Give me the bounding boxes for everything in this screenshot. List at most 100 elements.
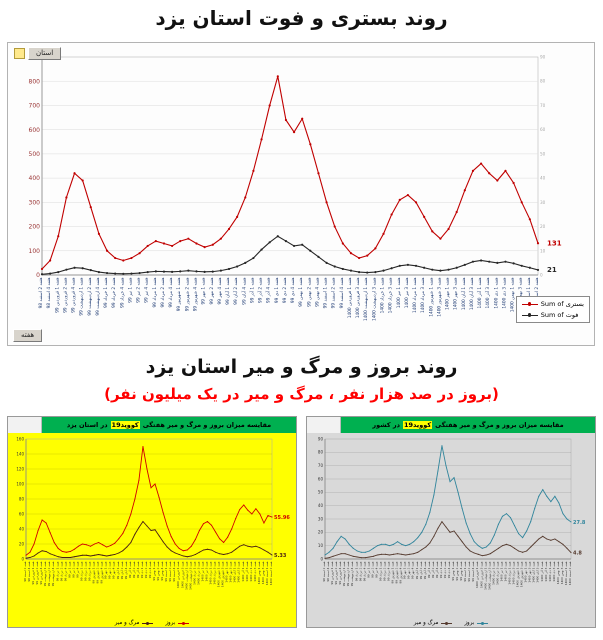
svg-text:هفته 2 خرداد 99: هفته 2 خرداد 99 xyxy=(111,277,117,308)
svg-text:هفته 3 مهر 1400: هفته 3 مهر 1400 xyxy=(528,561,532,583)
svg-text:هفته 1 آذر 99: هفته 1 آذر 99 xyxy=(249,277,255,303)
svg-text:هفته 3 آذر 1400: هفته 3 آذر 1400 xyxy=(485,277,491,309)
pivot-axis-field-button[interactable]: هفته xyxy=(13,329,43,342)
svg-text:هفته 4 آبان 99: هفته 4 آبان 99 xyxy=(124,561,128,579)
svg-text:هفته 3 تیر 1400: هفته 3 تیر 1400 xyxy=(204,561,208,582)
series: 27.8 4.8 xyxy=(324,445,586,559)
legend-label: Sum of فوت xyxy=(540,311,579,319)
svg-text:هفته 4 مهر 99: هفته 4 مهر 99 xyxy=(217,277,223,305)
svg-text:هفته 1 فروردین 1400: هفته 1 فروردین 1400 xyxy=(176,561,180,588)
end-value-label: 5.33 xyxy=(274,553,287,559)
svg-text:هفته 1 شهریور 1400: هفته 1 شهریور 1400 xyxy=(428,277,434,317)
svg-text:هفته 1 مرداد 99: هفته 1 مرداد 99 xyxy=(79,561,83,581)
svg-text:هفته 1 شهریور 1400: هفته 1 شهریور 1400 xyxy=(516,561,520,587)
series-line xyxy=(41,235,539,275)
svg-text:هفته 3 اردیبهشت 1400: هفته 3 اردیبهشت 1400 xyxy=(371,277,377,321)
svg-text:700: 700 xyxy=(29,103,41,110)
svg-text:هفته 4 تیر 99: هفته 4 تیر 99 xyxy=(75,561,79,578)
svg-text:هفته 1 مهر 1400: هفته 1 مهر 1400 xyxy=(445,277,451,310)
svg-text:هفته 2 دی 99: هفته 2 دی 99 xyxy=(144,561,148,578)
svg-text:هفته 1 تیر 99: هفته 1 تیر 99 xyxy=(366,561,370,578)
svg-text:هفته 1 اردیبهشت 99: هفته 1 اردیبهشت 99 xyxy=(79,277,85,316)
series-line xyxy=(324,520,572,559)
pivot-field-icon xyxy=(14,48,25,59)
svg-text:هفته 1 فروردین 99: هفته 1 فروردین 99 xyxy=(31,561,35,585)
svg-text:هفته 2 بهمن 99: هفته 2 بهمن 99 xyxy=(156,561,160,581)
chart-toolbar-box xyxy=(8,417,42,433)
svg-text:هفته 1 آذر 99: هفته 1 آذر 99 xyxy=(427,561,431,578)
svg-text:هفته 1 آذر 99: هفته 1 آذر 99 xyxy=(128,561,132,578)
svg-text:هفته 1 تیر 1400: هفته 1 تیر 1400 xyxy=(396,277,402,308)
svg-text:هفته 4 دی 99: هفته 4 دی 99 xyxy=(148,561,152,578)
svg-text:هفته 2 فروردین 99: هفته 2 فروردین 99 xyxy=(334,561,338,585)
svg-text:هفته 1 مهر 1400: هفته 1 مهر 1400 xyxy=(225,561,229,583)
svg-text:300: 300 xyxy=(29,199,41,206)
svg-text:هفته 3 دی 1400: هفته 3 دی 1400 xyxy=(253,561,257,582)
svg-text:هفته 4 اسفند 99: هفته 4 اسفند 99 xyxy=(172,561,176,582)
svg-text:هفته 4 تیر 99: هفته 4 تیر 99 xyxy=(374,561,378,578)
svg-text:هفته 2 آذر 99: هفته 2 آذر 99 xyxy=(431,561,435,578)
svg-text:هفته 3 آبان 1400: هفته 3 آبان 1400 xyxy=(536,561,540,583)
svg-text:هفته 1 فروردین 1400: هفته 1 فروردین 1400 xyxy=(347,277,353,318)
legend-line-marker xyxy=(521,313,538,317)
svg-text:هفته 2 شهریور 99: هفته 2 شهریور 99 xyxy=(184,277,190,312)
svg-text:70: 70 xyxy=(318,463,324,468)
svg-text:هفته 2 مهر 99: هفته 2 مهر 99 xyxy=(209,277,215,305)
end-value-label: 4.8 xyxy=(573,551,582,557)
svg-text:هفته 4 مهر 99: هفته 4 مهر 99 xyxy=(112,561,116,579)
svg-text:هفته 1 اردیبهشت 99: هفته 1 اردیبهشت 99 xyxy=(43,561,47,586)
svg-text:هفته 4 دی 99: هفته 4 دی 99 xyxy=(447,561,451,578)
chart-title-text: مقایسه میزان بروز و مرگ و میر هفتگی xyxy=(435,421,564,429)
svg-text:هفته 2 اسفند 1400: هفته 2 اسفند 1400 xyxy=(269,561,273,585)
rate-charts-row: مقایسه میزان بروز و مرگ و میر هفتگی کووی… xyxy=(7,416,596,628)
svg-text:هفته 3 خرداد 1400: هفته 3 خرداد 1400 xyxy=(196,561,200,585)
svg-text:هفته 4 خرداد 99: هفته 4 خرداد 99 xyxy=(119,277,125,308)
pivot-filter-button[interactable]: استان xyxy=(28,47,62,60)
svg-text:هفته 2 فروردین 99: هفته 2 فروردین 99 xyxy=(35,561,39,585)
svg-text:هفته 1 اسفند 99: هفته 1 اسفند 99 xyxy=(463,561,467,582)
svg-text:هفته 2 دی 99: هفته 2 دی 99 xyxy=(443,561,447,578)
legend-label: Sum of بستری xyxy=(540,300,584,308)
series-line xyxy=(41,76,539,270)
svg-text:هفته 3 تیر 1400: هفته 3 تیر 1400 xyxy=(503,561,507,582)
svg-text:هفته 2 آذر 99: هفته 2 آذر 99 xyxy=(258,277,264,303)
svg-text:هفته 3 مرداد 1400: هفته 3 مرداد 1400 xyxy=(512,561,516,585)
svg-text:هفته 1 اسفند 1400: هفته 1 اسفند 1400 xyxy=(564,561,568,585)
svg-text:80: 80 xyxy=(540,79,546,84)
svg-text:هفته 1 مهر 99: هفته 1 مهر 99 xyxy=(104,561,108,579)
svg-text:هفته 2 اردیبهشت 99: هفته 2 اردیبهشت 99 xyxy=(87,277,93,316)
svg-text:هفته 3 دی 1400: هفته 3 دی 1400 xyxy=(501,277,507,309)
svg-text:0: 0 xyxy=(36,272,40,279)
svg-text:هفته 3 خرداد 1400: هفته 3 خرداد 1400 xyxy=(388,277,394,314)
svg-text:هفته 4 آذر 99: هفته 4 آذر 99 xyxy=(435,561,439,578)
y-axis-labels: 0 20 40 60 80 100 120 140 160 xyxy=(16,436,24,561)
svg-text:هفته 1 شهریور 99: هفته 1 شهریور 99 xyxy=(176,277,182,312)
svg-text:هفته 4 آبان 99: هفته 4 آبان 99 xyxy=(241,277,247,305)
svg-text:هفته 1 مهر 99: هفته 1 مهر 99 xyxy=(403,561,407,579)
legend-label: مرگ و میر xyxy=(114,620,140,626)
svg-text:هفته 1 مرداد 1400: هفته 1 مرداد 1400 xyxy=(508,561,512,585)
series: 55.96 5.33 xyxy=(25,445,290,559)
svg-text:60: 60 xyxy=(540,127,546,132)
svg-text:0: 0 xyxy=(320,556,323,561)
svg-text:هفته 1 خرداد 1400: هفته 1 خرداد 1400 xyxy=(380,277,386,314)
svg-text:هفته 1 تیر 1400: هفته 1 تیر 1400 xyxy=(499,561,503,582)
svg-text:هفته 2 خرداد 99: هفته 2 خرداد 99 xyxy=(358,561,362,581)
series-line xyxy=(25,520,273,559)
svg-text:200: 200 xyxy=(29,224,41,231)
svg-text:هفته 4 فروردین 99: هفته 4 فروردین 99 xyxy=(71,277,77,313)
svg-text:هفته 3 آبان 1400: هفته 3 آبان 1400 xyxy=(237,561,241,583)
svg-text:هفته 1 اردیبهشت 99: هفته 1 اردیبهشت 99 xyxy=(342,561,346,586)
svg-text:هفته 1 مرداد 1400: هفته 1 مرداد 1400 xyxy=(209,561,213,585)
svg-text:هفته 3 دی 1400: هفته 3 دی 1400 xyxy=(552,561,556,582)
svg-text:90: 90 xyxy=(540,55,546,60)
svg-text:هفته 2 خرداد 99: هفته 2 خرداد 99 xyxy=(59,561,63,581)
svg-text:هفته 2 مهر 99: هفته 2 مهر 99 xyxy=(108,561,112,579)
svg-text:هفته 2 اردیبهشت 99: هفته 2 اردیبهشت 99 xyxy=(346,561,350,586)
svg-text:هفته 3 شهریور 1400: هفته 3 شهریور 1400 xyxy=(436,277,442,317)
svg-text:هفته 3 اردیبهشت 1400: هفته 3 اردیبهشت 1400 xyxy=(487,561,491,590)
svg-text:هفته 1 خرداد 99: هفته 1 خرداد 99 xyxy=(354,561,358,581)
svg-text:80: 80 xyxy=(318,450,324,455)
svg-text:هفته 3 فروردین 1400: هفته 3 فروردین 1400 xyxy=(180,561,184,588)
svg-text:هفته 1 اردیبهشت 1400: هفته 1 اردیبهشت 1400 xyxy=(184,561,188,590)
